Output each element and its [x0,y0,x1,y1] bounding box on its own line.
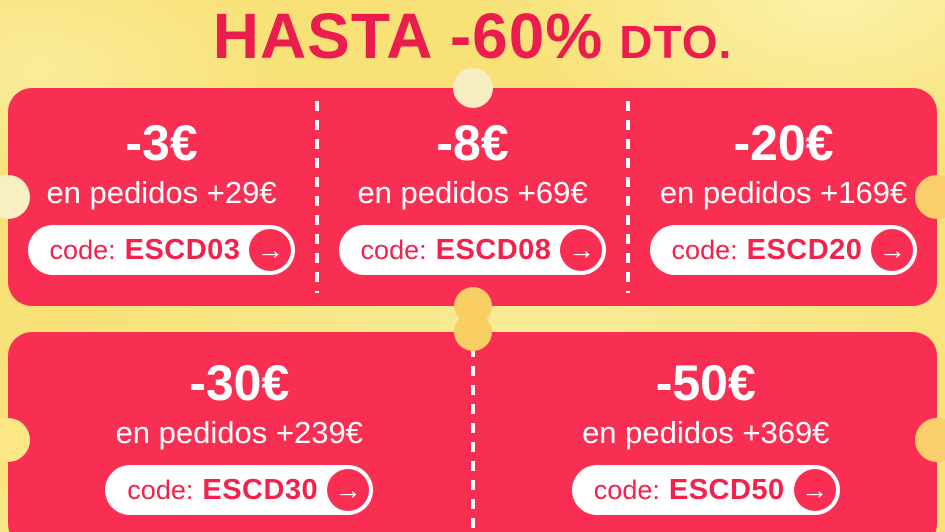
ticket-notch [452,68,493,108]
coupon-discount: -20€ [733,115,834,171]
coupon-divider [315,101,319,293]
code-value: ESCD30 [202,473,319,506]
ticket-notch [915,175,945,219]
code-label: code: [127,474,194,505]
code-label: code: [593,474,660,505]
promo-title: HASTA -60% DTO. [0,0,945,88]
coupon-discount: -3€ [125,115,198,171]
promo-title-suffix: DTO. [619,16,733,69]
code-label: code: [671,234,738,265]
code-label: code: [49,234,116,265]
arrow-right-icon: → [793,469,836,512]
coupon-30eur: -30€ en pedidos +239€ code: ESCD30 → [8,332,471,532]
arrow-right-icon: → [249,229,292,272]
coupon-code-button[interactable]: code: ESCD03 → [27,225,296,276]
coupon-discount: -30€ [189,355,290,411]
ticket-notch [915,418,945,462]
coupon-8eur: -8€ en pedidos +69€ code: ESCD08 → [319,88,626,306]
coupon-condition: en pedidos +369€ [582,415,830,450]
coupon-condition: en pedidos +169€ [659,175,908,210]
coupon-banner-bottom: -30€ en pedidos +239€ code: ESCD30 → -50… [0,313,945,532]
coupon-code-button[interactable]: code: ESCD08 → [338,225,607,276]
arrow-right-icon: → [327,469,370,512]
coupon-50eur: -50€ en pedidos +369€ code: ESCD50 → [475,332,938,532]
coupon-code-button[interactable]: code: ESCD30 → [105,465,374,516]
coupon-divider [470,347,475,532]
coupon-condition: en pedidos +239€ [115,415,363,450]
coupon-20eur: -20€ en pedidos +169€ code: ESCD20 → [630,88,937,306]
coupon-condition: en pedidos +29€ [46,175,277,210]
arrow-right-icon: → [560,229,603,272]
coupon-condition: en pedidos +69€ [357,175,588,210]
code-label: code: [360,234,427,265]
ticket-notch [453,313,492,351]
coupon-divider [626,101,630,293]
code-value: ESCD20 [746,233,863,266]
code-value: ESCD50 [668,473,785,506]
coupon-banner-top: -3€ en pedidos +29€ code: ESCD03 → -8€ e… [0,68,945,325]
code-value: ESCD03 [124,233,241,266]
coupon-3eur: -3€ en pedidos +29€ code: ESCD03 → [8,88,315,306]
coupon-discount: -50€ [655,355,756,411]
code-value: ESCD08 [435,233,552,266]
coupon-discount: -8€ [436,115,509,171]
arrow-right-icon: → [871,229,914,272]
promo-title-main: HASTA -60% [212,0,604,72]
coupon-code-button[interactable]: code: ESCD50 → [571,465,840,516]
coupon-code-button[interactable]: code: ESCD20 → [649,225,918,276]
